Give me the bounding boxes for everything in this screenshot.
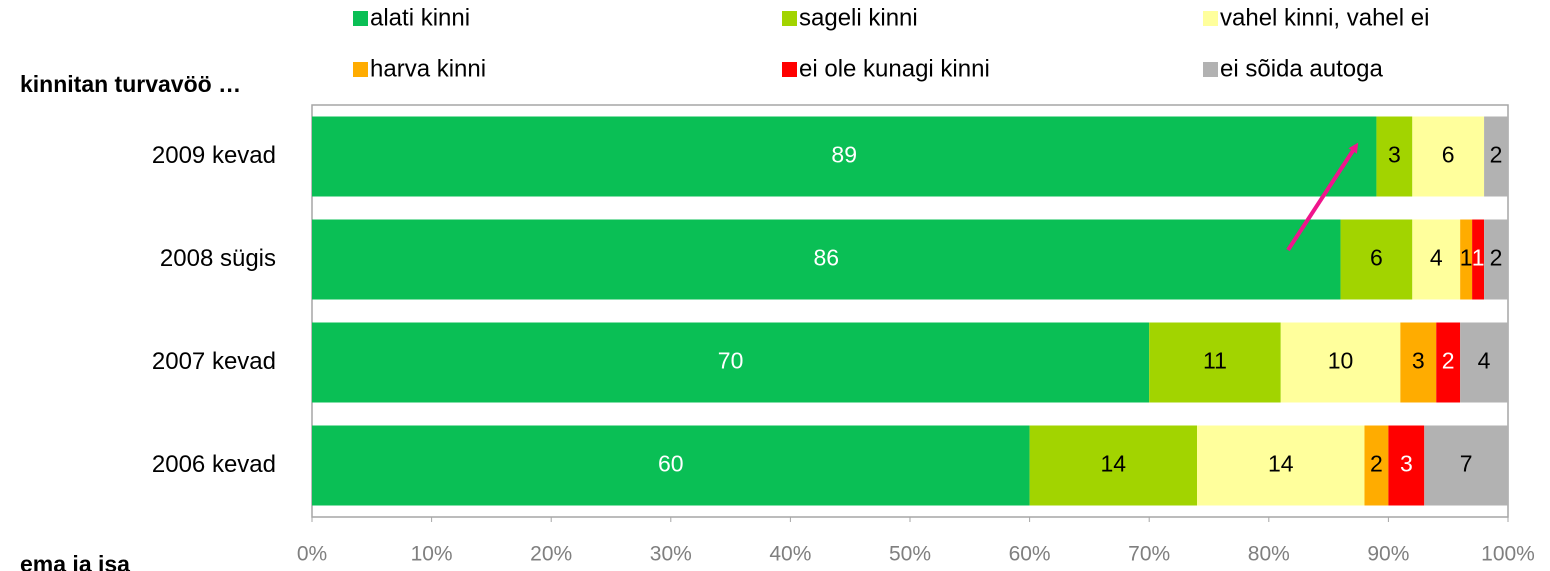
value-label: 6 <box>1442 142 1455 168</box>
bar-segment <box>1412 219 1461 300</box>
value-label: 11 <box>1203 348 1227 374</box>
x-tick-label: 80% <box>1248 543 1290 566</box>
y-tick-label: 2008 sügis <box>160 245 276 272</box>
x-tick-label: 40% <box>769 543 811 566</box>
bar-segment <box>1280 322 1401 403</box>
value-label: 70 <box>718 348 744 374</box>
value-label: 89 <box>831 142 857 168</box>
x-tick-label: 100% <box>1481 543 1535 566</box>
bar-segment <box>1149 322 1281 403</box>
plot-area: 0% 10% 20% 30% 40% 50% 60% 70% 80% 90% 100% alati k… <box>152 4 1535 565</box>
x-tick-label: 50% <box>889 543 931 566</box>
bar-segment <box>1376 116 1413 197</box>
x-tick-label: 10% <box>411 543 453 566</box>
value-label: 1 <box>1472 245 1485 271</box>
legend-swatch <box>353 11 368 26</box>
bar-segment <box>1460 219 1473 300</box>
value-label: 2 <box>1490 142 1503 168</box>
bar-segment <box>1484 116 1508 197</box>
legend-swatch <box>1203 62 1218 77</box>
value-label: 3 <box>1388 142 1401 168</box>
x-tick-label: 30% <box>650 543 692 566</box>
x-tick-label: 70% <box>1128 543 1170 566</box>
legend-swatch <box>782 62 797 77</box>
annotation: ema ja isa <box>20 551 130 571</box>
bar-segment <box>312 219 1341 300</box>
value-label: 2 <box>1370 451 1383 477</box>
value-label: 7 <box>1460 451 1473 477</box>
legend-label: sageli kinni <box>799 4 918 31</box>
value-label: 4 <box>1430 245 1443 271</box>
bar-segment <box>1340 219 1413 300</box>
value-label: 10 <box>1328 348 1354 374</box>
legend-label: alati kinni <box>370 4 470 31</box>
value-label: 2 <box>1490 245 1503 271</box>
x-tick-label: 60% <box>1009 543 1051 566</box>
value-label: 3 <box>1400 451 1413 477</box>
legend-swatch <box>782 11 797 26</box>
value-label: 14 <box>1268 451 1294 477</box>
legend-swatch <box>353 62 368 77</box>
bar-segment <box>1197 425 1365 506</box>
value-label: 3 <box>1412 348 1425 374</box>
value-label: 6 <box>1370 245 1383 271</box>
bar-segment <box>1400 322 1437 403</box>
bar-segment <box>1484 219 1508 300</box>
bar-segment <box>1472 219 1485 300</box>
bar-segment <box>1460 322 1508 403</box>
x-tick-label: 0% <box>297 543 327 566</box>
bar-segment <box>1388 425 1425 506</box>
bar-segment <box>1029 425 1198 506</box>
value-label: 2 <box>1442 348 1455 374</box>
legend-label: ei ole kunagi kinni <box>799 55 990 82</box>
legend-label: vahel kinni, vahel ei <box>1220 4 1429 31</box>
x-tick-label: 90% <box>1367 543 1409 566</box>
bar-segment <box>312 116 1377 197</box>
legend-swatch <box>1203 11 1218 26</box>
y-tick-label: 2006 kevad <box>152 451 276 478</box>
bar-segment <box>1436 322 1461 403</box>
y-tick-label: 2007 kevad <box>152 348 276 375</box>
y-tick-label: 2009 kevad <box>152 142 276 169</box>
legend-label: ei sõida autoga <box>1220 55 1383 82</box>
bar-segment <box>1424 425 1508 506</box>
bar-segment <box>312 425 1030 506</box>
arrow <box>1286 142 1359 252</box>
value-label: 14 <box>1101 451 1127 477</box>
chart-title: kinnitan turvavöö … <box>20 71 241 97</box>
bar-segment <box>1412 116 1485 197</box>
bar-segment <box>1364 425 1389 506</box>
bar-segment <box>312 322 1150 403</box>
legend-label: harva kinni <box>370 55 486 82</box>
value-label: 86 <box>813 245 839 271</box>
value-label: 1 <box>1460 245 1473 271</box>
x-tick-label: 20% <box>530 543 572 566</box>
value-label: 60 <box>658 451 684 477</box>
value-label: 4 <box>1478 348 1491 374</box>
